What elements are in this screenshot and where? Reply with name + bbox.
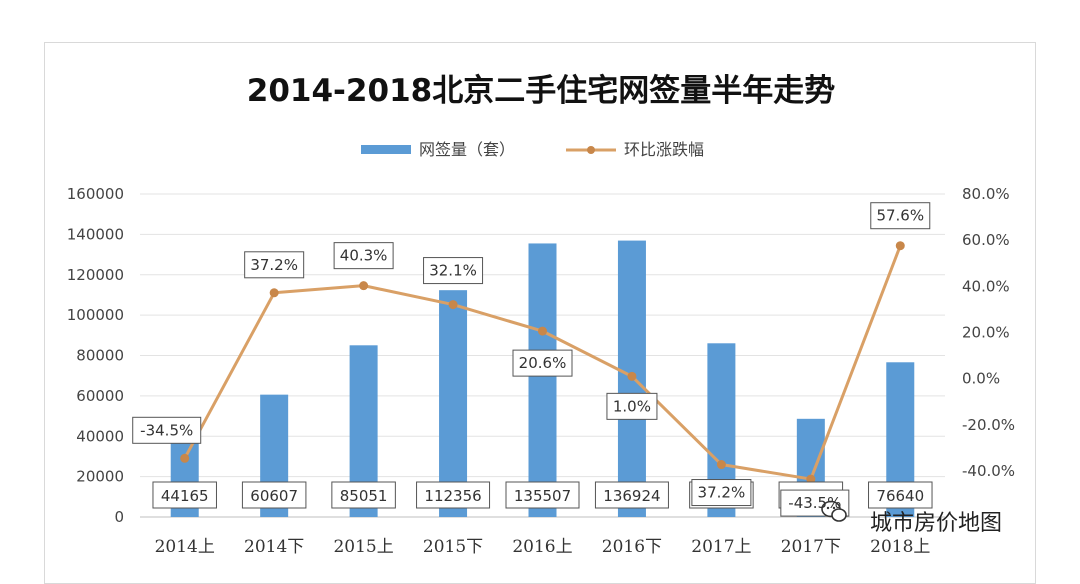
- category-label: 2018上: [870, 537, 930, 557]
- line-point-label: 20.6%: [512, 349, 573, 377]
- category-label: 2016上: [512, 537, 572, 557]
- bar-label-box: [416, 481, 491, 509]
- line-point: [180, 453, 190, 463]
- left-axis-ticks: 0 20000 40000 60000 80000 100000 120000 140000 1…: [67, 185, 124, 526]
- point-label-box: [512, 349, 573, 377]
- line-point-label: -34.5%: [132, 416, 202, 444]
- bars: [170, 240, 915, 518]
- line-point-label: 57.6%: [870, 202, 931, 230]
- category-label: 2017上: [691, 537, 751, 557]
- point-label-box: [423, 257, 484, 285]
- point-label-text: 57.6%: [876, 207, 924, 225]
- bar-label-box: [868, 481, 933, 509]
- left-tick-label: 20000: [76, 468, 124, 486]
- chart-stage: 2014-2018北京二手住宅网签量半年走势 网签量（套） 环比涨跌幅 0 200…: [44, 42, 1036, 584]
- line-point-label: 1.0%: [606, 392, 658, 420]
- left-tick-label: 0: [114, 508, 124, 526]
- right-axis-ticks: -40.0% -20.0% 0.0% 20.0% 40.0% 60.0% 80.0%: [962, 185, 1015, 480]
- chart-svg: 2014-2018北京二手住宅网签量半年走势 网签量（套） 环比涨跌幅 0 200…: [67, 73, 1015, 557]
- wechat-icon: [821, 500, 847, 522]
- left-tick-label: 40000: [76, 427, 124, 445]
- category-label: 2015下: [423, 537, 483, 557]
- bar-value-label: 112356: [416, 481, 491, 509]
- left-tick-label: 100000: [67, 306, 124, 324]
- right-tick-label: 60.0%: [962, 231, 1010, 249]
- legend: 网签量（套） 环比涨跌幅: [361, 140, 704, 159]
- bar-label-box: [505, 481, 580, 509]
- category-label: 2015上: [333, 537, 393, 557]
- category-label: 2014下: [244, 537, 304, 557]
- left-tick-label: 120000: [67, 266, 124, 284]
- point-label-box: [870, 202, 931, 230]
- point-label-text: -43.5%: [788, 494, 841, 512]
- right-tick-label: -40.0%: [962, 462, 1015, 480]
- bar-value-label: 44165: [152, 481, 217, 509]
- bar-label-text: 135507: [514, 487, 571, 505]
- bar-label-text: 76640: [876, 487, 924, 505]
- left-tick-label: 80000: [76, 347, 124, 365]
- right-tick-label: -20.0%: [962, 416, 1015, 434]
- line-point-label: 37.2%: [244, 251, 305, 279]
- line-point-label: 32.1%: [423, 257, 484, 285]
- bar-value-label: 136924: [594, 481, 669, 509]
- chart-title: 2014-2018北京二手住宅网签量半年走势: [247, 73, 835, 109]
- line-point: [359, 281, 369, 291]
- bar-label-text: 112356: [424, 487, 481, 505]
- legend-line-marker: [587, 146, 595, 154]
- line-point: [716, 460, 726, 470]
- category-labels: 2014上 2014下 2015上 2015下 2016上 2016下 2017上 2017下…: [155, 537, 931, 557]
- left-tick-label: 160000: [67, 185, 124, 203]
- line-point-label: 40.3%: [333, 242, 394, 270]
- line-series: [180, 241, 905, 484]
- category-label: 2014上: [155, 537, 215, 557]
- point-label-text: 20.6%: [519, 354, 567, 372]
- bar: [528, 243, 557, 517]
- point-label-text: 32.1%: [429, 262, 477, 280]
- legend-bar-swatch: [361, 145, 411, 154]
- line-point: [895, 241, 905, 251]
- legend-line-label: 环比涨跌幅: [624, 140, 704, 159]
- right-tick-label: 40.0%: [962, 277, 1010, 295]
- right-tick-label: 80.0%: [962, 185, 1010, 203]
- right-tick-label: 0.0%: [962, 370, 1000, 388]
- point-label-text: 37.2%: [250, 256, 298, 274]
- left-tick-label: 140000: [67, 225, 124, 243]
- category-label: 2016下: [602, 537, 662, 557]
- bar-value-label: 76640: [868, 481, 933, 509]
- point-label-box: [691, 479, 752, 507]
- line-point: [448, 300, 458, 310]
- right-tick-label: 20.0%: [962, 324, 1010, 342]
- category-label: 2017下: [781, 537, 841, 557]
- bar-label-box: [241, 481, 307, 509]
- bar-label-box: [594, 481, 669, 509]
- line-point: [538, 326, 547, 336]
- point-label-text: -34.5%: [140, 421, 193, 439]
- bar-value-label: 60607: [241, 481, 307, 509]
- point-label-box: [606, 392, 658, 420]
- bar-label-text: 60607: [250, 487, 298, 505]
- left-tick-label: 60000: [76, 387, 124, 405]
- line-point: [806, 474, 816, 484]
- bar-value-label: 135507: [505, 481, 580, 509]
- watermark-text: 城市房价地图: [870, 511, 1002, 536]
- point-label-text: 1.0%: [613, 397, 651, 415]
- legend-bar-label: 网签量（套）: [419, 140, 515, 159]
- bar-label-text: 136924: [603, 487, 660, 505]
- point-label-text: 37.2%: [698, 484, 746, 502]
- bar: [439, 290, 468, 517]
- point-label-box: [244, 251, 305, 279]
- line-point: [627, 371, 637, 381]
- bar-label-box: [331, 481, 396, 509]
- bar-value-label: 85051: [331, 481, 396, 509]
- point-label-box: [132, 416, 202, 444]
- point-label-text: 40.3%: [340, 247, 388, 265]
- bar-label-box: [152, 481, 217, 509]
- line-point-label: 37.2%: [691, 479, 752, 507]
- point-label-box: [333, 242, 394, 270]
- bar-label-text: 85051: [340, 487, 388, 505]
- watermark: 城市房价地图: [821, 500, 1002, 536]
- bar-label-text: 44165: [161, 487, 209, 505]
- line-point: [269, 288, 279, 298]
- line-point-labels: -34.5% 37.2% 40.3% 32.1% 20.6% 1.0% 37.2% -43.5…: [132, 202, 931, 517]
